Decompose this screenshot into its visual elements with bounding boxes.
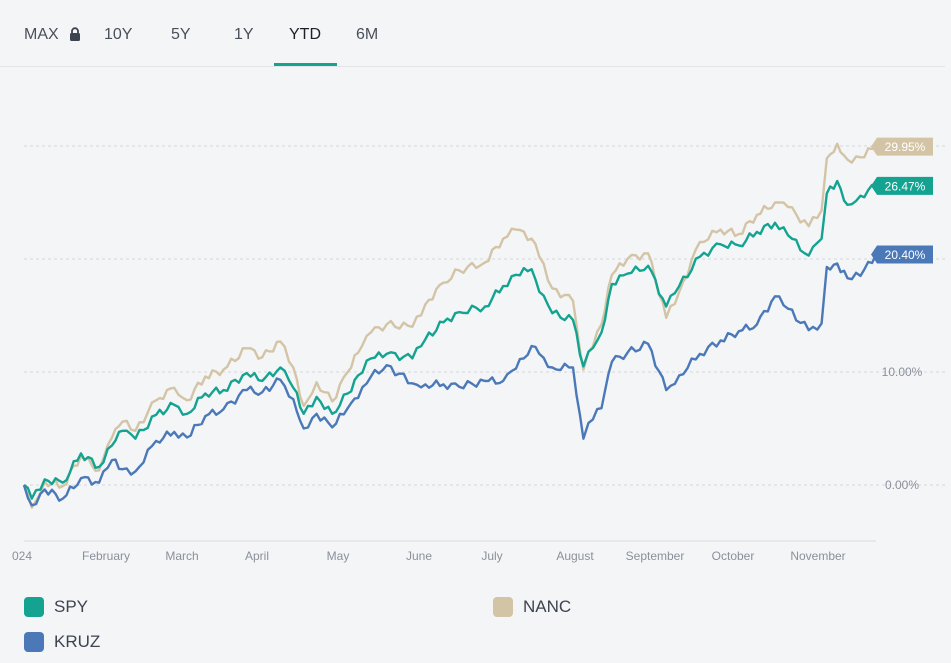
legend-item-spy[interactable]: SPY [24,596,88,618]
tab-5y[interactable]: 5Y [171,26,191,66]
lock-icon [69,27,80,41]
x-tick-label: May [327,549,350,563]
legend-swatch-kruz [24,632,44,652]
end-value-label-nanc: 29.95% [885,140,926,154]
x-tick-label: July [481,549,502,563]
legend-label-kruz: KRUZ [54,632,101,651]
x-tick-label: March [165,549,198,563]
tab-ytd-label: YTD [289,26,321,43]
x-tick-label: August [556,549,594,563]
range-tabs: MAX 10Y 5Y 1Y YTD 6M [0,0,945,67]
end-value-tag-kruz [871,245,933,264]
end-value-label-kruz: 20.40% [885,248,926,262]
legend-label-nanc: NANC [523,597,572,616]
legend-swatch-nanc [493,597,513,617]
performance-chart: 0.00% 10.00% 024 February March April May June J… [12,137,945,563]
x-tick-label: February [82,549,130,563]
legend-item-kruz[interactable]: KRUZ [24,631,100,653]
x-tick-label: October [712,549,755,563]
x-tick-label: June [406,549,432,563]
tab-1y-label: 1Y [234,26,254,43]
y-tick-label: 10.00% [882,365,923,379]
tab-max-label: MAX [24,26,59,43]
end-value-tag-nanc [871,137,933,156]
tab-10y[interactable]: 10Y [104,26,132,66]
end-value-label-spy: 26.47% [885,179,926,193]
tab-1y[interactable]: 1Y [234,26,254,66]
x-tick-label: 024 [12,549,32,563]
legend-label-spy: SPY [54,597,89,616]
y-tick-label: 0.00% [885,478,919,492]
end-value-tag-spy [871,176,933,195]
tab-max[interactable]: MAX [24,26,81,66]
series-line-kruz [22,253,878,507]
series-line-spy [23,179,877,500]
legend-swatch-spy [24,597,44,617]
tab-5y-label: 5Y [171,26,191,43]
legend-item-nanc[interactable]: NANC [493,596,571,618]
x-tick-label: November [790,549,845,563]
series-line-nanc [22,142,877,509]
tab-ytd[interactable]: YTD [274,26,337,66]
tab-10y-label: 10Y [104,26,133,43]
x-tick-label: April [245,549,269,563]
tab-6m[interactable]: 6M [356,26,378,66]
tab-6m-label: 6M [356,26,379,43]
x-tick-label: September [626,549,685,563]
